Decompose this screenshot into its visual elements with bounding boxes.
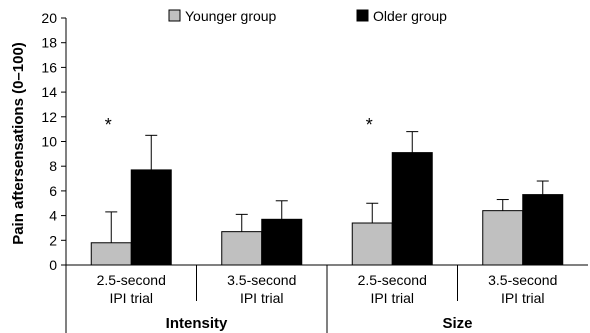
y-tick-label: 14 xyxy=(41,84,57,100)
significance-marker: * xyxy=(105,115,112,135)
bar-older-group xyxy=(522,194,564,266)
y-axis-label: Pain aftersensations (0–100) xyxy=(10,42,27,245)
x-group-label: Size xyxy=(442,315,472,332)
legend-swatch-younger xyxy=(168,9,181,22)
chart-axes: 0 2 4 6 8 10 12 14 16 18 20 xyxy=(41,10,588,333)
bar-older-group xyxy=(391,152,433,266)
y-tick-label: 10 xyxy=(41,134,57,150)
legend-swatch-older xyxy=(356,9,369,22)
y-tick-label: 6 xyxy=(49,183,57,199)
bar-younger-group xyxy=(351,222,393,266)
y-tick-label: 2 xyxy=(49,232,57,248)
y-tick-label: 4 xyxy=(49,208,57,224)
legend-label: Older group xyxy=(373,8,447,24)
y-tick-label: 16 xyxy=(41,59,57,75)
x-category-label: 2.5-second xyxy=(97,272,166,288)
y-tick-label: 18 xyxy=(41,35,57,51)
x-category-label: 2.5-second xyxy=(358,272,427,288)
y-tick-label: 20 xyxy=(41,10,57,26)
significance-marker: * xyxy=(366,115,373,135)
bar-younger-group xyxy=(90,242,132,266)
x-category-label: IPI trial xyxy=(240,290,284,306)
x-category-label: IPI trial xyxy=(501,290,545,306)
chart-legend: Younger group Older group xyxy=(168,8,447,24)
bar-younger-group xyxy=(482,210,524,266)
x-category-label: IPI trial xyxy=(370,290,414,306)
y-tick-label: 0 xyxy=(49,257,57,273)
chart-labels: Pain aftersensations (0–100) * * 2.5-second… xyxy=(10,42,557,332)
bar-older-group xyxy=(130,169,172,266)
bar-older-group xyxy=(261,218,303,266)
chart-bars xyxy=(90,131,564,266)
x-group-label: Intensity xyxy=(166,315,228,332)
y-tick-label: 12 xyxy=(41,109,57,125)
x-category-label: 3.5-second xyxy=(488,272,557,288)
bar-younger-group xyxy=(221,231,263,266)
legend-label: Younger group xyxy=(185,8,277,24)
x-category-label: IPI trial xyxy=(109,290,153,306)
x-category-label: 3.5-second xyxy=(227,272,296,288)
y-tick-label: 8 xyxy=(49,158,57,174)
